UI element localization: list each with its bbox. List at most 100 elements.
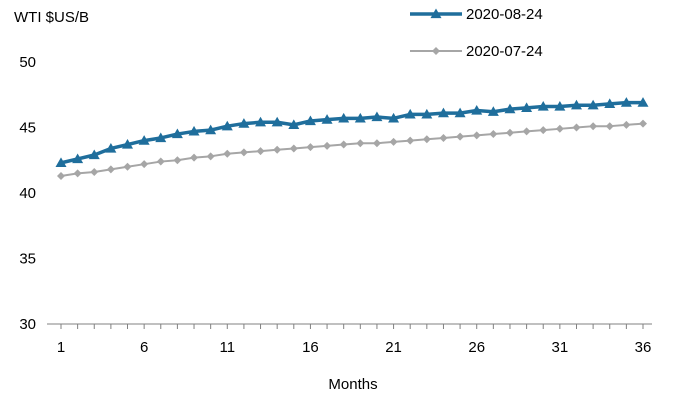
series-line [60,100,643,165]
data-point [437,107,449,118]
data-point [605,122,614,131]
y-tick-label: 35 [19,251,36,268]
data-point [338,112,350,123]
data-point [388,112,400,123]
data-point [123,162,132,171]
data-point [88,149,100,160]
data-point [239,148,248,157]
data-point [138,135,150,145]
data-point [589,122,598,131]
data-point [155,132,167,143]
data-point [273,145,282,154]
legend-label: 2020-07-24 [466,43,543,60]
y-tick-label: 30 [19,316,36,333]
data-point [190,153,199,162]
data-point [105,142,117,153]
data-point [587,99,599,110]
data-point [354,112,366,123]
data-point [570,99,582,110]
x-tick-label: 6 [140,339,148,356]
data-point [504,103,516,114]
y-tick-label: 40 [19,185,36,202]
data-point [620,97,632,107]
data-point [238,118,250,128]
data-point [505,128,514,137]
series-layer [55,97,649,180]
data-point [106,165,115,174]
legend-label: 2020-08-24 [466,6,543,23]
x-tick-label: 36 [635,339,652,356]
data-point [140,160,149,169]
legend: 2020-08-24 2020-07-24 [410,6,543,60]
data-point [256,147,265,156]
data-point [306,143,315,152]
data-point [72,153,84,164]
data-point [639,119,647,128]
data-point [622,120,631,129]
data-point [539,126,548,135]
data-point [487,106,499,116]
series-2020-07-24 [57,119,647,180]
data-point [454,107,466,118]
data-point [288,119,300,130]
data-point [188,125,200,136]
data-point [156,157,165,166]
data-point [323,141,332,150]
series-line [60,122,644,177]
data-point [122,139,134,149]
data-point [221,120,233,131]
data-point [604,98,616,109]
data-point [471,104,483,115]
data-point [223,149,232,158]
data-point [173,156,182,165]
data-point [537,101,549,111]
data-point [637,97,649,107]
y-axis-title: WTI $US/B [14,9,89,26]
data-point [205,124,217,135]
data-point [555,124,564,133]
data-point [372,139,381,148]
data-point [339,140,348,149]
data-point [521,102,533,112]
data-point [356,139,365,148]
data-point [404,108,416,119]
data-point [554,101,566,111]
x-tick-label: 26 [468,339,485,356]
data-point [255,116,267,127]
series-2020-08-24 [55,97,649,167]
data-point [57,171,65,180]
data-point [171,128,183,139]
data-point [421,108,433,119]
x-axis-title: Months [328,376,377,392]
data-point [522,127,531,136]
x-tick-label: 21 [385,339,402,356]
data-point [304,115,316,126]
data-point [439,133,448,142]
data-point [472,131,481,140]
data-point [289,144,298,153]
data-point [422,135,431,144]
data-point [55,157,67,167]
x-tick-label: 31 [552,339,569,356]
x-tick-label: 16 [302,339,319,356]
x-tick-label: 11 [219,339,235,356]
data-point [456,132,465,141]
y-tick-label: 45 [19,120,36,137]
data-point [489,130,498,139]
data-point [432,47,440,55]
data-point [271,116,283,127]
data-point [321,114,333,124]
data-point [371,111,383,122]
data-point [406,136,415,145]
data-point [389,137,398,146]
data-point [73,169,82,178]
x-tick-label: 1 [57,339,65,356]
data-point [572,123,581,132]
data-point [206,152,215,161]
data-point [430,8,442,19]
data-point [90,168,99,177]
y-tick-label: 50 [19,54,36,71]
